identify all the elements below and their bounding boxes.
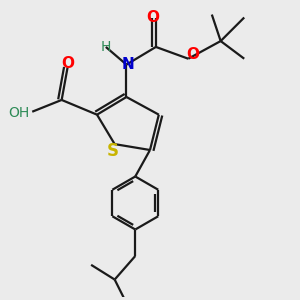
Text: O: O <box>61 56 74 70</box>
Text: H: H <box>100 40 111 54</box>
Text: O: O <box>146 10 159 25</box>
Text: O: O <box>186 47 199 62</box>
Text: N: N <box>122 57 134 72</box>
Text: S: S <box>107 142 119 160</box>
Text: OH: OH <box>9 106 30 120</box>
